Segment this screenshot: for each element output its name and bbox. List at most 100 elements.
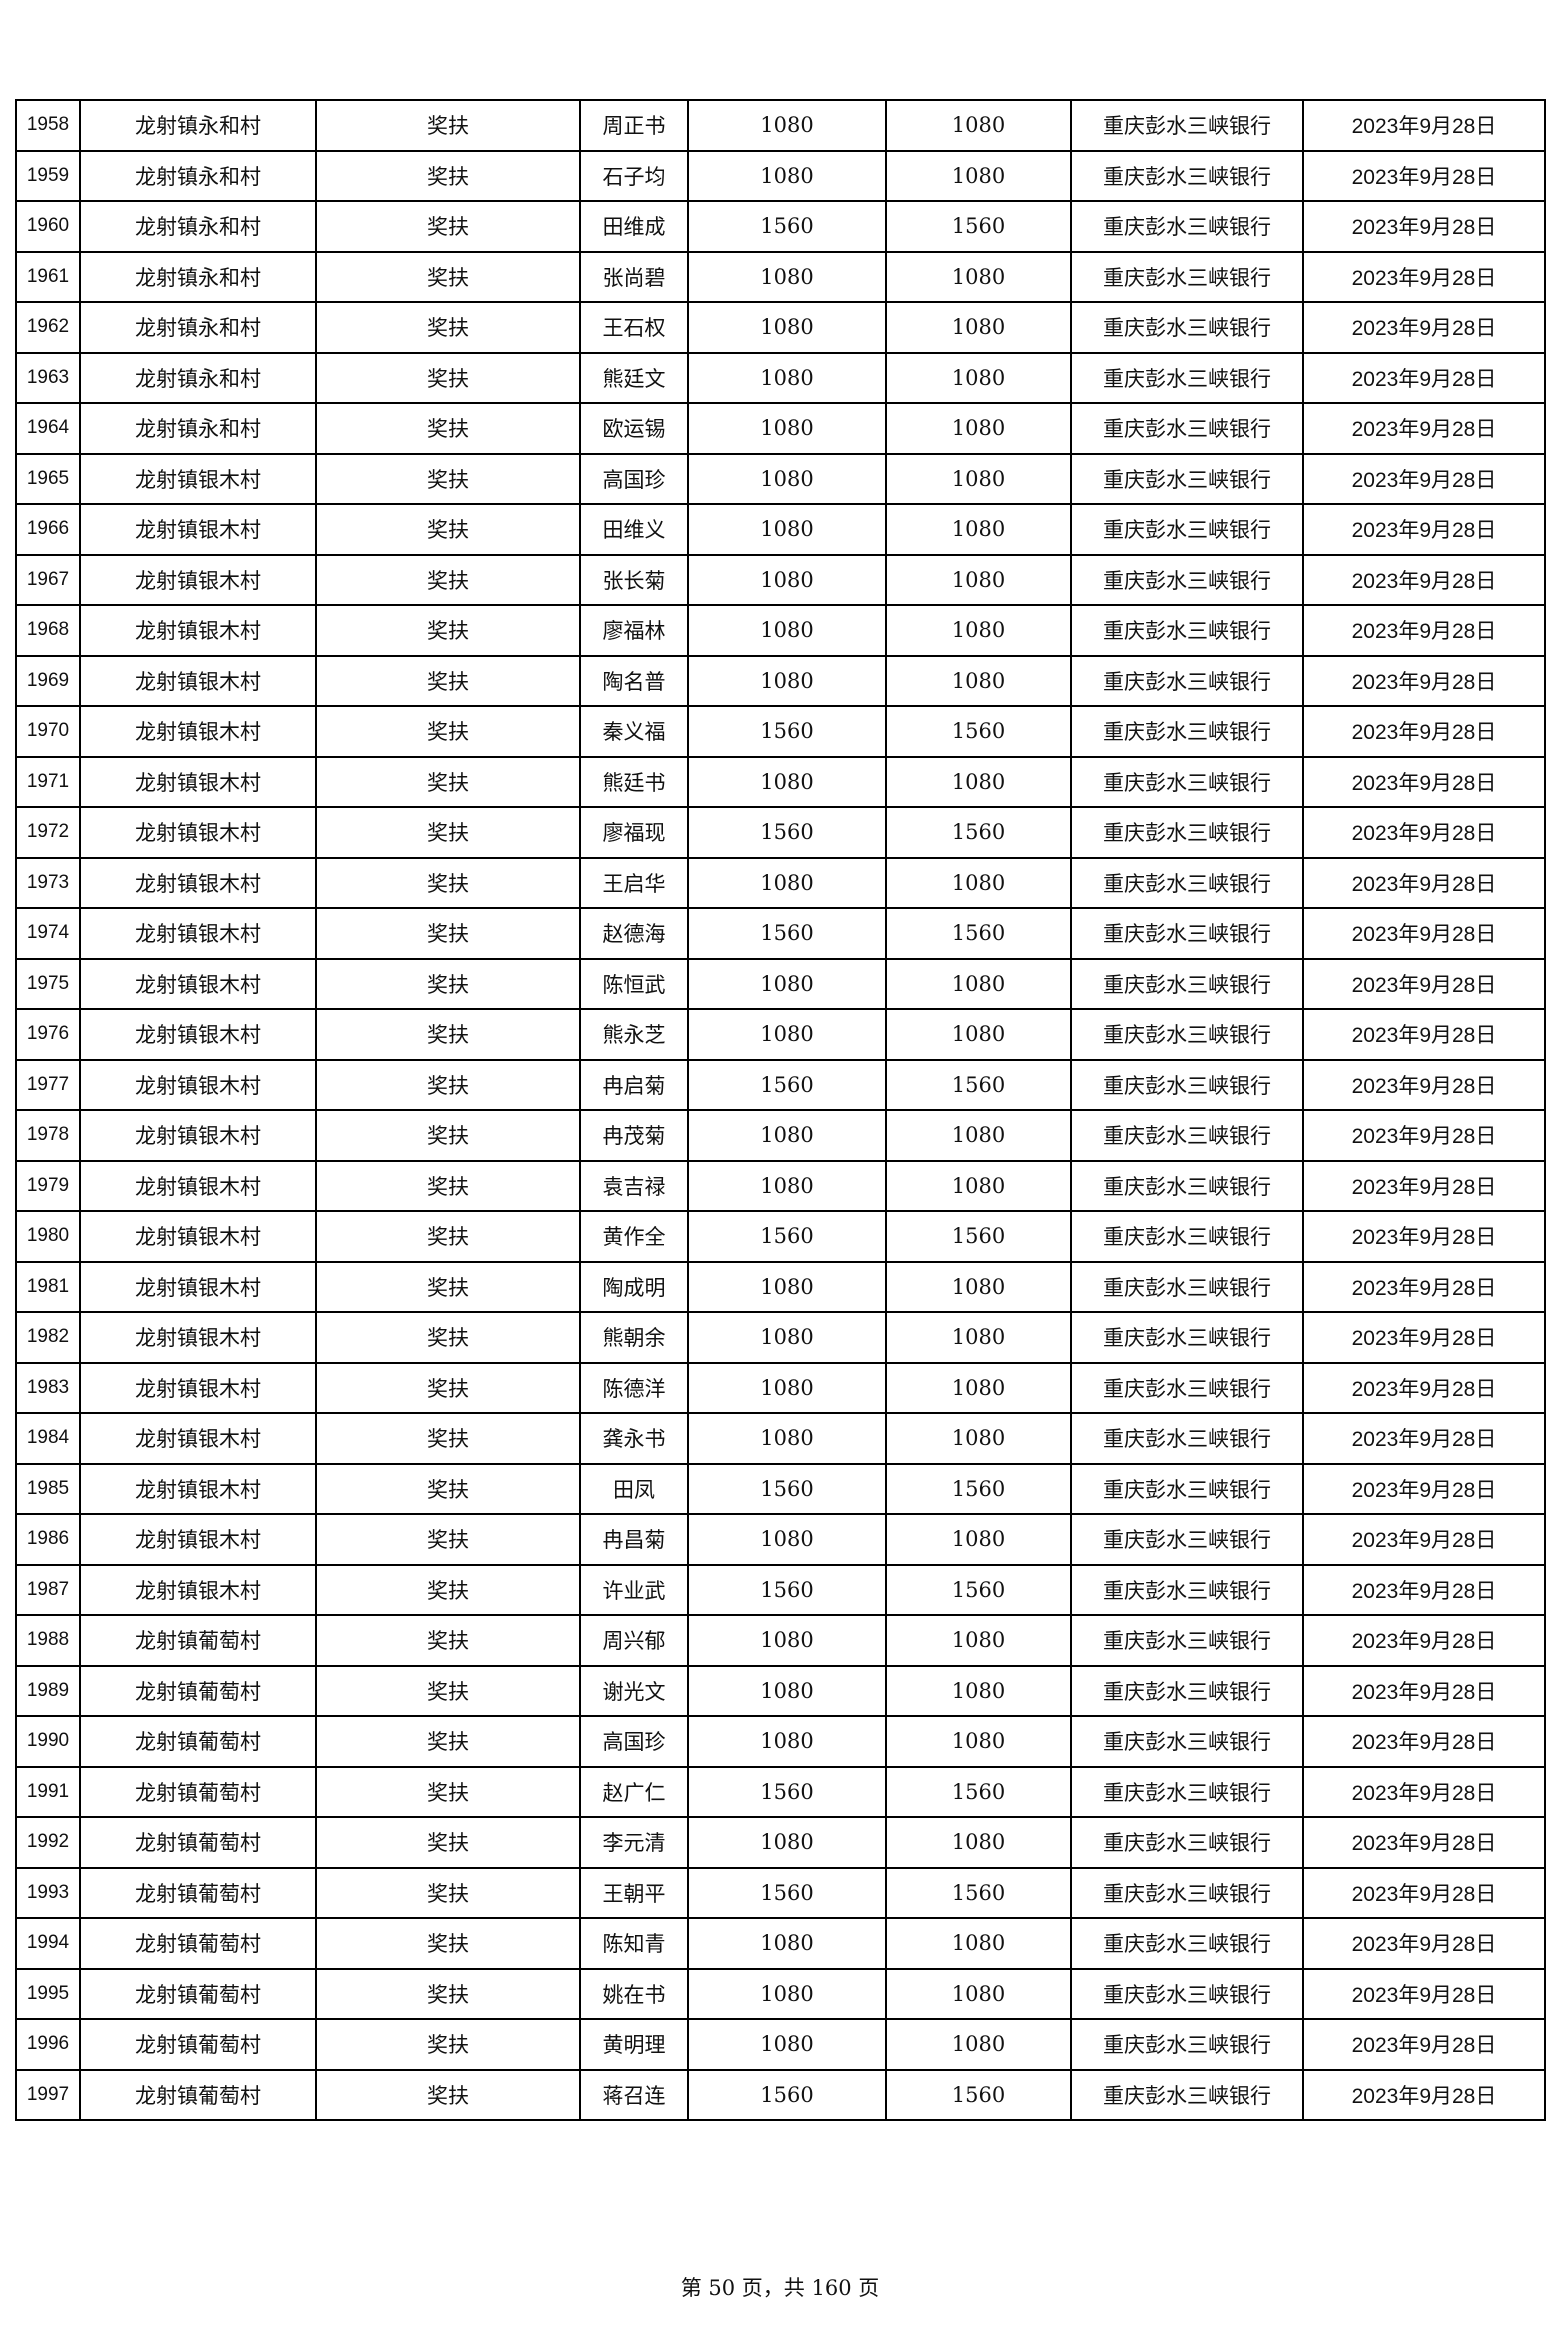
- table-row: 1966 龙射镇银木村 奖扶 田维义 1080 1080 重庆彭水三峡银行 2023年9月28…: [15, 503, 1546, 556]
- cell-date: 2023年9月28日: [1302, 604, 1546, 657]
- cell-subsidy-type: 奖扶: [315, 1967, 581, 2020]
- cell-name: 黄作全: [579, 1210, 689, 1263]
- cell-subsidy-type: 奖扶: [315, 907, 581, 960]
- cell-amount: 1080: [687, 301, 887, 354]
- cell-village: 龙射镇银木村: [79, 1513, 317, 1566]
- cell-bank: 重庆彭水三峡银行: [1070, 856, 1304, 909]
- table-row: 1989 龙射镇葡萄村 奖扶 谢光文 1080 1080 重庆彭水三峡银行 2023年9月28…: [15, 1664, 1546, 1717]
- cell-amount: 1080: [687, 99, 887, 152]
- cell-village: 龙射镇永和村: [79, 250, 317, 303]
- cell-bank: 重庆彭水三峡银行: [1070, 351, 1304, 404]
- cell-amount-paid: 1080: [885, 1614, 1072, 1667]
- cell-date: 2023年9月28日: [1302, 1159, 1546, 1212]
- cell-amount: 1080: [687, 553, 887, 606]
- cell-row-number: 1963: [15, 351, 81, 404]
- cell-name: 欧运锡: [579, 402, 689, 455]
- cell-amount-paid: 1560: [885, 2068, 1072, 2121]
- table-row: 1981 龙射镇银木村 奖扶 陶成明 1080 1080 重庆彭水三峡银行 2023年9月28…: [15, 1260, 1546, 1313]
- cell-date: 2023年9月28日: [1302, 503, 1546, 556]
- cell-date: 2023年9月28日: [1302, 1008, 1546, 1061]
- cell-date: 2023年9月28日: [1302, 250, 1546, 303]
- cell-village: 龙射镇银木村: [79, 755, 317, 808]
- cell-amount-paid: 1080: [885, 604, 1072, 657]
- cell-village: 龙射镇永和村: [79, 149, 317, 202]
- cell-date: 2023年9月28日: [1302, 1210, 1546, 1263]
- cell-name: 许业武: [579, 1563, 689, 1616]
- cell-amount: 1080: [687, 402, 887, 455]
- cell-bank: 重庆彭水三峡银行: [1070, 907, 1304, 960]
- cell-subsidy-type: 奖扶: [315, 200, 581, 253]
- cell-subsidy-type: 奖扶: [315, 957, 581, 1010]
- table-row: 1958 龙射镇永和村 奖扶 周正书 1080 1080 重庆彭水三峡银行 2023年9月28…: [15, 99, 1546, 152]
- cell-village: 龙射镇银木村: [79, 604, 317, 657]
- cell-date: 2023年9月28日: [1302, 1260, 1546, 1313]
- cell-village: 龙射镇葡萄村: [79, 2018, 317, 2071]
- cell-amount-paid: 1560: [885, 806, 1072, 859]
- cell-name: 周兴郁: [579, 1614, 689, 1667]
- cell-date: 2023年9月28日: [1302, 856, 1546, 909]
- cell-name: 陶成明: [579, 1260, 689, 1313]
- cell-date: 2023年9月28日: [1302, 99, 1546, 152]
- cell-name: 廖福现: [579, 806, 689, 859]
- cell-village: 龙射镇葡萄村: [79, 1765, 317, 1818]
- cell-name: 王朝平: [579, 1866, 689, 1919]
- cell-amount: 1560: [687, 1866, 887, 1919]
- cell-amount: 1080: [687, 149, 887, 202]
- cell-name: 李元清: [579, 1816, 689, 1869]
- cell-subsidy-type: 奖扶: [315, 1715, 581, 1768]
- cell-village: 龙射镇银木村: [79, 1462, 317, 1515]
- cell-row-number: 1969: [15, 654, 81, 707]
- cell-subsidy-type: 奖扶: [315, 1210, 581, 1263]
- cell-bank: 重庆彭水三峡银行: [1070, 806, 1304, 859]
- cell-amount: 1560: [687, 1765, 887, 1818]
- table-row: 1980 龙射镇银木村 奖扶 黄作全 1560 1560 重庆彭水三峡银行 2023年9月28…: [15, 1210, 1546, 1263]
- cell-subsidy-type: 奖扶: [315, 1008, 581, 1061]
- cell-amount: 1560: [687, 1210, 887, 1263]
- table-row: 1977 龙射镇银木村 奖扶 冉启菊 1560 1560 重庆彭水三峡银行 2023年9月28…: [15, 1058, 1546, 1111]
- cell-amount: 1080: [687, 1614, 887, 1667]
- table-row: 1973 龙射镇银木村 奖扶 王启华 1080 1080 重庆彭水三峡银行 2023年9月28…: [15, 856, 1546, 909]
- cell-amount-paid: 1560: [885, 1058, 1072, 1111]
- cell-amount-paid: 1080: [885, 1260, 1072, 1313]
- cell-bank: 重庆彭水三峡银行: [1070, 1664, 1304, 1717]
- cell-row-number: 1965: [15, 452, 81, 505]
- cell-date: 2023年9月28日: [1302, 1361, 1546, 1414]
- cell-bank: 重庆彭水三峡银行: [1070, 2018, 1304, 2071]
- cell-amount: 1080: [687, 250, 887, 303]
- cell-amount-paid: 1560: [885, 1866, 1072, 1919]
- cell-subsidy-type: 奖扶: [315, 503, 581, 556]
- cell-village: 龙射镇银木村: [79, 1210, 317, 1263]
- cell-bank: 重庆彭水三峡银行: [1070, 1311, 1304, 1364]
- cell-amount-paid: 1080: [885, 856, 1072, 909]
- table-row: 1974 龙射镇银木村 奖扶 赵德海 1560 1560 重庆彭水三峡银行 2023年9月28…: [15, 907, 1546, 960]
- cell-village: 龙射镇葡萄村: [79, 1866, 317, 1919]
- cell-village: 龙射镇银木村: [79, 503, 317, 556]
- cell-amount: 1560: [687, 1058, 887, 1111]
- cell-amount: 1080: [687, 1917, 887, 1970]
- cell-bank: 重庆彭水三峡银行: [1070, 1816, 1304, 1869]
- cell-bank: 重庆彭水三峡银行: [1070, 301, 1304, 354]
- table-row: 1990 龙射镇葡萄村 奖扶 高国珍 1080 1080 重庆彭水三峡银行 2023年9月28…: [15, 1715, 1546, 1768]
- cell-row-number: 1971: [15, 755, 81, 808]
- cell-row-number: 1989: [15, 1664, 81, 1717]
- cell-subsidy-type: 奖扶: [315, 705, 581, 758]
- table-row: 1993 龙射镇葡萄村 奖扶 王朝平 1560 1560 重庆彭水三峡银行 2023年9月28…: [15, 1866, 1546, 1919]
- cell-amount-paid: 1560: [885, 1765, 1072, 1818]
- cell-row-number: 1988: [15, 1614, 81, 1667]
- cell-bank: 重庆彭水三峡银行: [1070, 654, 1304, 707]
- cell-date: 2023年9月28日: [1302, 452, 1546, 505]
- cell-row-number: 1974: [15, 907, 81, 960]
- cell-date: 2023年9月28日: [1302, 1664, 1546, 1717]
- cell-amount-paid: 1560: [885, 1210, 1072, 1263]
- cell-village: 龙射镇银木村: [79, 1058, 317, 1111]
- cell-village: 龙射镇银木村: [79, 1412, 317, 1465]
- cell-subsidy-type: 奖扶: [315, 806, 581, 859]
- cell-subsidy-type: 奖扶: [315, 1513, 581, 1566]
- cell-amount-paid: 1080: [885, 1412, 1072, 1465]
- cell-amount-paid: 1560: [885, 1563, 1072, 1616]
- cell-amount: 1560: [687, 1563, 887, 1616]
- cell-amount: 1080: [687, 351, 887, 404]
- cell-bank: 重庆彭水三峡银行: [1070, 1967, 1304, 2020]
- page-number: 第 50 页，共 160 页: [680, 2276, 880, 2300]
- cell-name: 高国珍: [579, 452, 689, 505]
